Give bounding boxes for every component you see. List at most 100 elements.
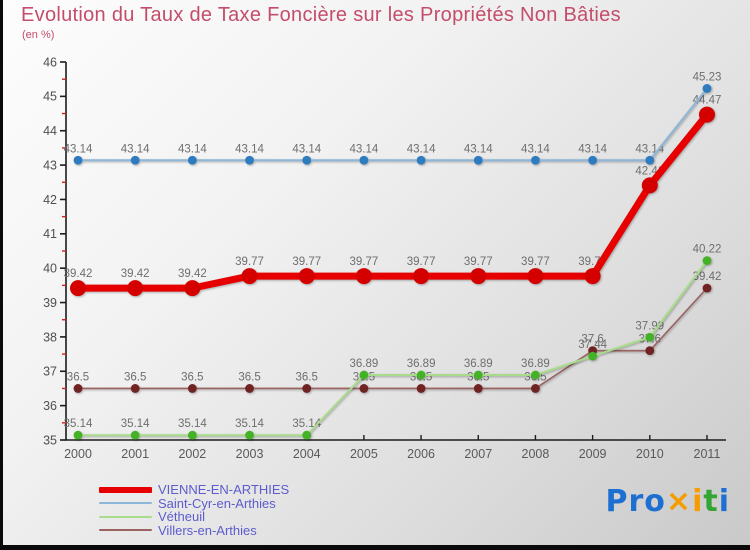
data-label: 43.14 [64,143,93,155]
y-tick-label: 43 [43,158,57,172]
data-point [645,346,655,356]
data-point [298,268,315,285]
data-label: 36.5 [296,371,318,383]
data-point [187,155,197,165]
legend-label: VIENNE-EN-ARTHIES [158,482,290,498]
data-point [359,155,369,165]
data-point [588,351,598,361]
data-label: 43.14 [235,143,264,155]
proxiti-logo: Pro×iti [606,484,731,519]
data-label: 43.14 [578,143,607,155]
y-tick-label: 35 [43,433,57,447]
y-tick-label: 46 [43,55,57,69]
logo-letter: r [628,484,645,519]
data-point [302,430,312,440]
data-point [413,268,430,285]
data-label: 43.14 [178,143,207,155]
legend-label: Saint-Cyr-en-Arthies [158,495,276,511]
data-point [302,384,312,393]
x-tick-label: 2008 [522,447,550,461]
data-point [187,384,197,393]
logo-letter: i [718,484,730,519]
data-point [73,155,83,165]
chart-legend: VIENNE-EN-ARTHIES Saint-Cyr-en-Arthies Vét… [99,483,289,537]
data-point [359,370,369,380]
series-villers-en-arthies [73,283,712,393]
data-point [245,155,254,165]
axes: 35 36 37 38 39 40 41 42 43 44 45 46 2000 2001 2002 2003… [43,55,726,461]
data-point [130,384,140,393]
logo-letter: t [703,484,719,519]
data-point [73,430,83,440]
data-point [531,384,540,393]
data-label: 43.14 [121,143,150,155]
data-point [241,268,258,285]
data-labels: 39.42 39.42 39.42 39.77 39.77 39.77 39.77 39.77… [64,71,722,430]
x-tick-label: 2009 [579,447,607,461]
data-point [702,283,712,293]
logo-letter: × [665,484,693,519]
data-point [184,280,201,297]
data-point [588,155,598,165]
y-tick-label: 45 [43,90,57,104]
legend-line-swatch [99,515,152,518]
data-label: 36.89 [464,358,493,370]
page-title: Evolution du Taux de Taxe Foncière sur l… [21,4,621,26]
data-label: 43.14 [464,143,493,155]
x-tick-label: 2007 [464,447,492,461]
data-label: 36.89 [350,358,379,370]
data-label: 35.14 [235,418,264,430]
data-label: 39.77 [464,256,493,268]
x-tick-label: 2001 [121,447,149,461]
legend-item: Saint-Cyr-en-Arthies [99,497,289,511]
data-label: 35.14 [178,418,207,430]
series-vienne-en-arthies [70,106,715,297]
data-label: 45.23 [693,71,722,83]
y-tick-label: 38 [43,330,57,344]
data-label: 39.77 [350,256,379,268]
data-point [416,384,426,393]
data-label: 37.44 [578,339,607,351]
data-point [130,430,140,440]
legend-line-swatch [99,502,152,505]
legend-item: VIENNE-EN-ARTHIES [99,483,289,497]
data-label: 39.77 [407,256,436,268]
legend-item: Vétheuil [99,510,289,524]
data-label: 43.14 [350,143,379,155]
series-vétheuil [73,256,712,440]
data-point [473,384,483,393]
data-label: 39.77 [521,256,550,268]
data-label: 39.77 [235,256,264,268]
data-point [531,370,540,380]
x-tick-label: 2006 [407,447,435,461]
data-point [245,430,254,440]
data-point [359,384,369,393]
logo-letter: P [605,484,629,519]
x-tick-label: 2004 [293,447,321,461]
data-label: 39.42 [693,271,722,283]
x-tick-label: 2005 [350,447,378,461]
logo-letter: o [644,484,666,519]
legend-label: Vétheuil [158,509,205,525]
data-point [130,155,140,165]
data-label: 39.77 [292,256,321,268]
data-point [187,430,197,440]
data-point [641,177,658,194]
data-point [473,155,483,165]
tax-rate-line-chart: 35 36 37 38 39 40 41 42 43 44 45 46 2000 2001 2002 2003… [43,55,726,461]
legend-line-swatch [99,486,152,493]
data-point [245,384,254,393]
data-point [70,280,86,297]
data-label: 36.5 [181,371,203,383]
data-point [355,268,372,285]
data-point [645,332,655,342]
data-label: 37.6 [581,334,603,346]
page-subtitle: (en %) [22,29,55,41]
legend-line-swatch [99,529,152,532]
legend-label: Villers-en-Arthies [158,522,257,538]
data-label: 36.5 [67,371,89,383]
y-tick-label: 42 [43,193,57,207]
legend-item: Villers-en-Arthies [99,524,289,538]
y-tick-label: 40 [43,262,57,276]
